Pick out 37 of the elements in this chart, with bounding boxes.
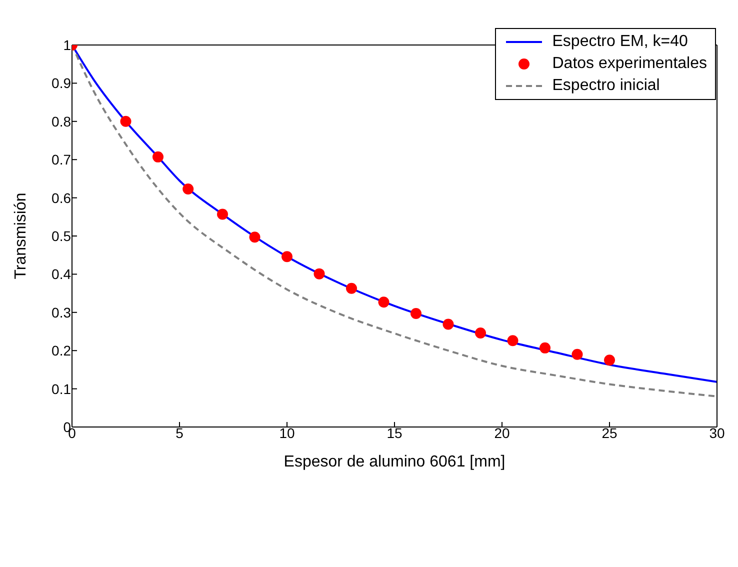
y-tick-label: 0.6 — [52, 190, 72, 206]
legend-label: Espectro EM, k=40 — [552, 32, 688, 52]
point — [346, 282, 357, 294]
point — [572, 348, 583, 360]
point — [152, 151, 164, 162]
y-tick-label: 0.7 — [52, 152, 72, 168]
y-tick-label: 0.9 — [52, 75, 72, 92]
point — [217, 208, 228, 220]
x-tick-label: 30 — [709, 424, 725, 441]
y-tick-label: 0.3 — [52, 304, 72, 320]
point — [378, 296, 390, 308]
x-tick-label: 15 — [386, 424, 402, 441]
y-tick-label: 1 — [63, 36, 72, 53]
point — [282, 251, 292, 262]
point — [604, 354, 615, 366]
point — [507, 335, 518, 346]
x-tick-label: 25 — [602, 424, 618, 441]
legend-label: Datos experimentales — [552, 54, 707, 74]
point — [410, 308, 422, 320]
y-tick-label: 0.5 — [52, 228, 72, 244]
y-tick-label: 0.2 — [52, 342, 72, 359]
y-tick-label: 0.1 — [52, 380, 72, 397]
x-axis-title: Espesor de alumino 6061 [mm] — [284, 453, 506, 470]
legend-label: Espectro inicial — [552, 76, 660, 96]
x-tick-label: 20 — [494, 424, 510, 441]
point — [120, 116, 132, 127]
point — [182, 184, 194, 195]
point — [540, 342, 550, 354]
point — [475, 328, 486, 339]
point — [314, 268, 325, 280]
x-tick-label: 10 — [279, 424, 295, 441]
point — [249, 232, 260, 243]
y-axis-title: Transmisión — [12, 192, 30, 280]
x-tick-label: 5 — [176, 424, 184, 441]
point — [442, 318, 454, 330]
y-tick-label: 0.4 — [52, 266, 72, 282]
y-tick-label: 0.8 — [52, 113, 72, 130]
